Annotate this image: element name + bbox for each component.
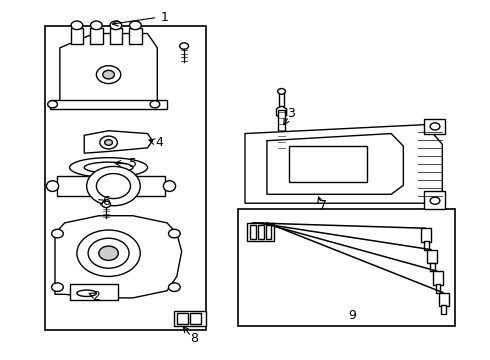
Bar [267,225,271,239]
Circle shape [71,21,83,30]
Polygon shape [245,125,442,203]
Bar [45,26,206,330]
Bar [424,191,445,209]
Circle shape [430,123,440,130]
Bar [436,284,441,293]
Circle shape [77,230,140,276]
Circle shape [87,166,140,206]
Circle shape [103,70,115,79]
Circle shape [91,21,102,30]
Circle shape [105,140,113,145]
Circle shape [150,101,160,108]
Circle shape [97,174,130,199]
Ellipse shape [70,158,147,177]
Bar [191,313,201,324]
Circle shape [278,89,286,94]
Text: 7: 7 [319,198,327,212]
Circle shape [99,246,118,260]
Circle shape [102,201,111,207]
Bar [278,111,285,152]
Bar [129,28,142,44]
Text: 9: 9 [348,309,356,322]
Circle shape [51,283,63,292]
Polygon shape [267,134,403,194]
Bar [250,225,256,239]
Text: 2: 2 [93,289,100,303]
Circle shape [129,21,141,30]
Text: 5: 5 [129,157,137,170]
Bar [110,28,122,44]
Text: 3: 3 [287,107,295,120]
Ellipse shape [47,181,59,192]
Bar [424,241,429,249]
Bar [427,249,437,263]
Ellipse shape [84,162,133,173]
Polygon shape [276,106,287,118]
Circle shape [169,229,180,238]
Bar [441,305,446,314]
Circle shape [97,66,121,84]
Polygon shape [55,216,182,298]
Bar [90,28,103,44]
Circle shape [51,229,63,238]
Polygon shape [84,131,152,153]
Text: 1: 1 [161,11,169,24]
Bar [280,150,283,169]
Circle shape [100,136,117,149]
Circle shape [180,43,189,49]
Bar [174,311,206,326]
Bar [177,313,188,324]
Bar [439,293,449,306]
Circle shape [88,238,129,268]
Bar [70,284,118,300]
Bar [258,225,264,239]
Text: 6: 6 [102,195,110,208]
Bar [289,146,367,182]
Bar [424,118,445,134]
Ellipse shape [77,290,97,296]
Bar [430,262,435,271]
Circle shape [48,101,57,108]
Bar [433,271,443,285]
Bar [50,100,167,109]
Circle shape [110,21,122,30]
Polygon shape [60,33,157,102]
Text: 8: 8 [190,333,198,346]
Circle shape [169,283,180,292]
Bar [421,228,431,242]
Bar [238,208,455,327]
Bar [71,28,83,44]
Bar [247,223,274,241]
Ellipse shape [163,181,175,192]
Circle shape [430,197,440,204]
Bar [57,176,165,196]
Bar [279,91,284,106]
Text: 4: 4 [156,136,164,149]
